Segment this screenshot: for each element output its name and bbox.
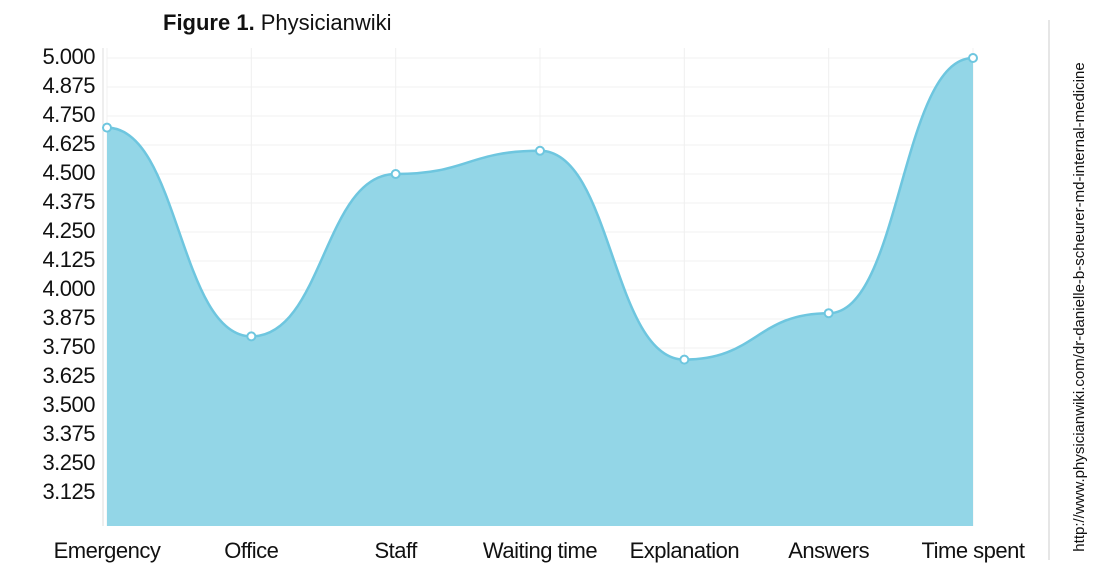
source-url: http://www.physicianwiki.com/dr-danielle… — [1071, 62, 1088, 551]
area — [107, 58, 973, 526]
y-tick-label: 4.125 — [42, 247, 95, 272]
y-tick-label: 4.625 — [42, 131, 95, 156]
y-tick-label: 4.000 — [42, 276, 95, 301]
point — [823, 308, 834, 319]
y-tick-label: 4.875 — [42, 73, 95, 98]
x-tick-label: Time spent — [921, 538, 1024, 563]
y-tick-label: 3.875 — [42, 305, 95, 330]
title-text: Physicianwiki — [261, 10, 392, 35]
y-tick-label: 3.250 — [42, 450, 95, 475]
x-tick-label: Emergency — [54, 538, 161, 563]
y-tick-label: 3.375 — [42, 421, 95, 446]
y-tick-label: 4.375 — [42, 189, 95, 214]
x-tick-label: Waiting time — [483, 538, 597, 563]
y-tick-label: 4.250 — [42, 218, 95, 243]
point — [246, 331, 257, 342]
point — [968, 53, 978, 63]
y-tick-label: 3.750 — [42, 334, 95, 359]
y-tick-label: 5.000 — [42, 44, 95, 69]
x-tick-label: Office — [224, 538, 278, 563]
y-tick-label: 3.500 — [42, 392, 95, 417]
y-tick-label: 3.125 — [42, 479, 95, 504]
chart-title: Figure 1. Physicianwiki — [163, 10, 392, 35]
x-tick-label: Staff — [374, 538, 418, 563]
y-tick-label: 3.625 — [42, 363, 95, 388]
y-tick-label: 4.750 — [42, 102, 95, 127]
point — [102, 122, 112, 133]
x-tick-label: Explanation — [630, 538, 739, 563]
point — [390, 169, 401, 179]
x-tick-label: Answers — [788, 538, 869, 563]
figure-label: Figure 1. — [163, 10, 255, 35]
y-tick-label: 4.500 — [42, 160, 95, 185]
line — [106, 56, 974, 361]
point — [679, 354, 690, 365]
point — [535, 145, 545, 156]
